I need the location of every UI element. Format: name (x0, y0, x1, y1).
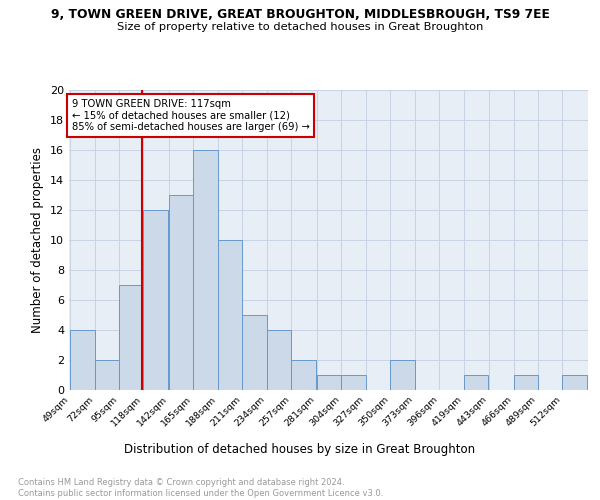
Text: 9 TOWN GREEN DRIVE: 117sqm
← 15% of detached houses are smaller (12)
85% of semi: 9 TOWN GREEN DRIVE: 117sqm ← 15% of deta… (71, 99, 310, 132)
Bar (119, 285, 143, 390)
Text: Distribution of detached houses by size in Great Broughton: Distribution of detached houses by size … (124, 442, 476, 456)
Bar (95, 360, 119, 390)
Bar (242, 315, 267, 390)
Text: Size of property relative to detached houses in Great Broughton: Size of property relative to detached ho… (117, 22, 483, 32)
Bar (267, 330, 291, 390)
Bar (169, 195, 193, 390)
Bar (291, 360, 316, 390)
Bar (193, 150, 218, 390)
Bar (70, 330, 95, 390)
Text: 9, TOWN GREEN DRIVE, GREAT BROUGHTON, MIDDLESBROUGH, TS9 7EE: 9, TOWN GREEN DRIVE, GREAT BROUGHTON, MI… (50, 8, 550, 20)
Bar (514, 375, 538, 390)
Bar (464, 375, 488, 390)
Bar (317, 375, 341, 390)
Bar (562, 375, 587, 390)
Bar (143, 210, 168, 390)
Bar (218, 240, 242, 390)
Bar (390, 360, 415, 390)
Y-axis label: Number of detached properties: Number of detached properties (31, 147, 44, 333)
Bar (341, 375, 366, 390)
Text: Contains HM Land Registry data © Crown copyright and database right 2024.
Contai: Contains HM Land Registry data © Crown c… (18, 478, 383, 498)
